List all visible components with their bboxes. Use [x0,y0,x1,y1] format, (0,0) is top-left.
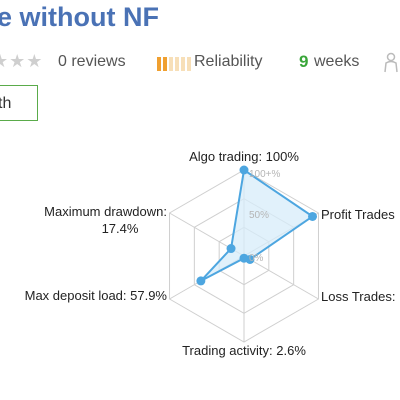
radar-point-2[interactable] [308,211,318,221]
axis-label-max-deposit-load: Max deposit load: 57.9% [25,288,168,303]
axis-labels: Algo trading: 100% Profit Trades Loss Tr… [25,149,396,358]
scale-label-100: 100+% [249,169,281,180]
axis-label-loss-trades: Loss Trades: [321,289,395,304]
stats-row: ★★★ 0 reviews Reliability 9 weeks [0,50,400,76]
weeks-label: weeks [314,53,360,70]
radar-series-area [200,168,315,282]
rating-stars-icon[interactable]: ★★★ [0,51,44,71]
weeks-value: 9 [299,52,309,71]
reviews-link[interactable]: 0 reviews [58,53,126,70]
scale-label-50: 50% [249,210,269,221]
radar-point-4[interactable] [239,253,249,263]
axis-label-trading-activity: Trading activity: 2.6% [182,343,306,358]
axis-label-max-drawdown: Maximum drawdown: [44,204,167,219]
page-title: e without NF [0,2,159,32]
scale-label-0: 0% [249,253,264,264]
spoke-3 [243,255,319,300]
axis-label-profit-trades: Profit Trades [321,207,395,222]
subscribers-icon[interactable] [383,52,400,74]
radar-point-1[interactable] [239,165,249,175]
radar-points [196,165,318,286]
radar-point-5[interactable] [196,276,206,286]
radar-scale: 100+% 50% 0% [249,169,281,264]
reliability-bars-icon [157,57,191,71]
axis-label-max-drawdown-value: 17.4% [102,221,139,236]
tab-growth-label: th [0,95,12,112]
axis-label-algo-trading: Algo trading: 100% [189,149,299,164]
radar-point-6[interactable] [226,244,236,254]
tab-growth[interactable]: th [0,85,38,121]
reliability-label: Reliability [194,53,263,70]
